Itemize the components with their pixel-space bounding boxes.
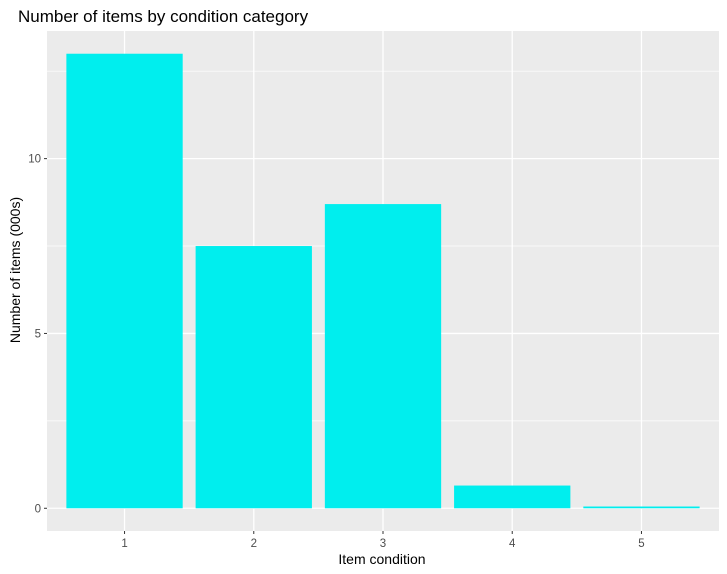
y-tick-label: 5 [35,328,41,340]
x-tick-label: 1 [121,538,127,550]
bar-4 [454,485,571,509]
bar-3 [324,204,442,509]
bars [66,53,700,509]
y-tick-label: 10 [28,154,41,166]
x-axis: 1 2 3 4 5 [121,531,645,550]
x-axis-title: Item condition [338,551,425,567]
x-tick-label: 4 [509,538,516,550]
x-tick-label: 3 [380,538,386,550]
bar-1 [66,53,183,509]
x-tick-label: 5 [638,538,644,550]
chart-title: Number of items by condition category [18,7,309,26]
y-tick-label: 0 [35,503,41,515]
bar-5 [583,506,700,509]
x-tick-label: 2 [251,538,257,550]
y-axis: 0 5 10 [28,154,47,515]
bar-2 [195,246,312,509]
y-axis-title: Number of items (000s) [7,197,23,343]
